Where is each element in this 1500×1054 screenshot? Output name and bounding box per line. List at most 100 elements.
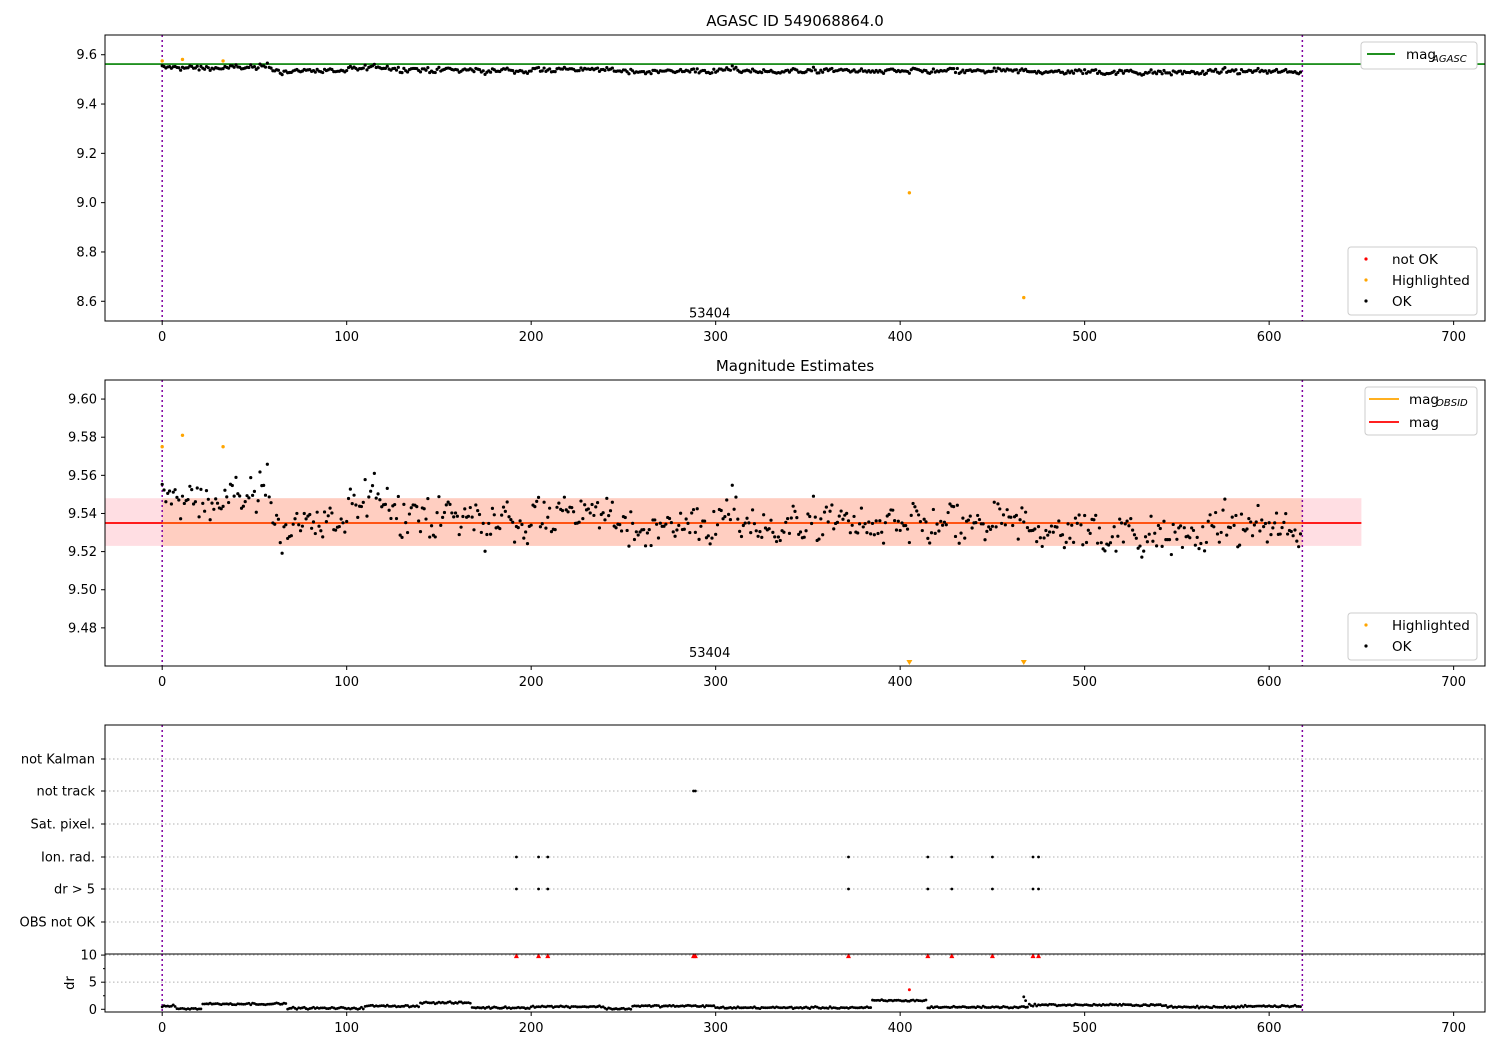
ok-point (1036, 525, 1041, 529)
ok-point (330, 67, 334, 72)
ok-point (881, 541, 886, 545)
ok-point (1047, 530, 1052, 534)
ok-point (625, 70, 629, 74)
ok-point (955, 503, 959, 507)
ok-point (341, 521, 345, 525)
ok-point (774, 539, 779, 544)
ok-point (769, 518, 773, 522)
ok-point (948, 502, 952, 506)
axes-frame (104, 379, 1486, 667)
ok-point (1005, 508, 1009, 512)
ok-point (974, 520, 978, 525)
ok-point (645, 531, 650, 535)
ok-point (1145, 540, 1149, 544)
flag-point (546, 887, 550, 891)
below-range-marker (906, 660, 913, 665)
ok-point (996, 502, 1000, 506)
ok-point (422, 507, 426, 511)
ok-point (212, 507, 216, 511)
ok-point (426, 65, 430, 70)
ok-point (905, 527, 910, 531)
ok-point (437, 65, 441, 69)
ok-point (210, 501, 214, 505)
ok-point (439, 523, 443, 527)
ok-point (961, 68, 965, 72)
flag-point (1037, 887, 1040, 891)
ok-point (1225, 533, 1229, 537)
x-tick-label: 700 (1441, 330, 1466, 345)
ok-point (540, 69, 544, 73)
ok-point (1178, 524, 1183, 528)
ok-point (221, 504, 225, 508)
ok-point (1025, 526, 1030, 530)
ok-point (1175, 537, 1179, 541)
ok-point (380, 505, 384, 509)
ok-point (417, 519, 421, 523)
ok-point (773, 535, 777, 539)
axes-frame (104, 34, 1486, 322)
ok-point (557, 501, 561, 505)
flag-label: not track (36, 785, 95, 800)
ok-point (1112, 525, 1116, 529)
ok-point (162, 488, 166, 492)
ok-point (190, 488, 194, 492)
ok-point (758, 530, 762, 534)
ok-point (227, 500, 231, 505)
ok-point (442, 510, 447, 515)
ok-point (714, 532, 718, 536)
legend-marker (1364, 299, 1368, 303)
ok-point (370, 484, 375, 488)
ok-point (477, 512, 482, 517)
ok-point (605, 496, 609, 500)
ok-point (477, 68, 482, 72)
ok-point (876, 531, 880, 536)
ok-point (1149, 514, 1153, 518)
ok-point (522, 536, 526, 540)
ok-point (603, 518, 607, 522)
ok-point (953, 70, 958, 75)
ok-point (321, 535, 325, 539)
ok-point (1274, 511, 1279, 515)
ok-point (234, 475, 238, 479)
ok-point (811, 65, 816, 69)
ok-point (1297, 545, 1301, 549)
highlighted-point (221, 445, 225, 449)
ok-point (553, 70, 557, 74)
dr-point (487, 1005, 491, 1009)
ok-point (1092, 518, 1096, 522)
ok-point (359, 504, 364, 509)
dr-point (924, 998, 928, 1002)
ok-point (653, 518, 657, 522)
ok-point (507, 515, 511, 519)
ok-point (841, 517, 845, 521)
ok-point (363, 63, 367, 67)
ok-point (195, 486, 199, 490)
dr-point (171, 1003, 175, 1007)
ok-point (634, 530, 638, 534)
y-tick-label: 10 (80, 949, 97, 964)
legend-marker (1364, 623, 1368, 627)
below-range-marker (1020, 660, 1027, 665)
ok-point (732, 507, 736, 511)
ok-point (1169, 73, 1173, 77)
y-tick-label: 9.6 (76, 48, 97, 63)
ok-point (935, 522, 939, 526)
ok-point (739, 534, 744, 539)
ok-point (760, 535, 764, 539)
ok-point (429, 524, 434, 528)
ok-point (1131, 528, 1135, 532)
ok-point (1097, 526, 1102, 530)
ok-point (1232, 523, 1236, 527)
legend-label-sub: AGASC (1431, 54, 1467, 65)
ok-point (745, 516, 749, 520)
ok-point (492, 513, 496, 517)
ok-point (376, 492, 380, 496)
ok-point (265, 61, 269, 65)
ok-point (728, 518, 733, 522)
ok-point (603, 68, 607, 72)
ok-point (201, 501, 205, 505)
ok-point (667, 516, 672, 521)
ok-point (1038, 536, 1042, 540)
ok-point (1136, 546, 1140, 550)
ok-point (981, 522, 985, 526)
